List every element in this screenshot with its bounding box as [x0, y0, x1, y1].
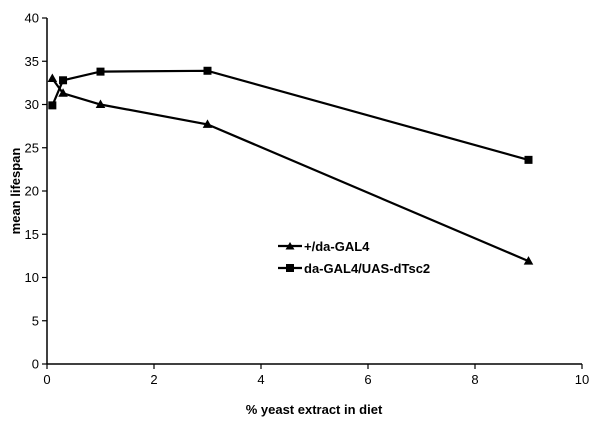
x-tick-label: 8	[471, 372, 478, 387]
x-axis-title: % yeast extract in diet	[246, 402, 383, 417]
square-point	[48, 101, 57, 110]
x-tick-label: 2	[150, 372, 157, 387]
square-point	[524, 155, 533, 164]
x-axis: 0 2 4 6 8 10 % yeast extract in diet	[43, 363, 589, 417]
y-tick-label: 15	[25, 227, 39, 242]
triangle-point	[202, 119, 213, 128]
legend-label-series-2: da-GAL4/UAS-dTsc2	[304, 261, 430, 276]
square-point	[59, 76, 68, 85]
legend-marker-triangle	[285, 242, 295, 250]
y-tick-label: 35	[25, 54, 39, 69]
series-layer	[47, 66, 534, 265]
y-tick-label: 40	[25, 11, 39, 26]
x-tick-label: 0	[43, 372, 50, 387]
y-tick-label: 25	[25, 140, 39, 155]
legend-marker-square	[286, 264, 294, 272]
triangle-point	[523, 256, 534, 265]
square-point	[203, 66, 212, 75]
triangle-point	[47, 73, 58, 83]
x-tick-label: 6	[364, 372, 371, 387]
triangle-point	[95, 99, 106, 108]
y-tick-label: 20	[25, 184, 39, 199]
x-tick-label: 4	[257, 372, 264, 387]
y-axis-title: mean lifespan	[8, 148, 23, 235]
y-tick-label: 30	[25, 97, 39, 112]
series-line-2	[51, 69, 529, 161]
legend: +/da-GAL4 da-GAL4/UAS-dTsc2	[278, 239, 430, 276]
series-line-1	[51, 77, 529, 263]
triangle-point	[58, 88, 68, 97]
y-tick-label: 10	[25, 270, 39, 285]
square-point	[96, 67, 105, 76]
y-tick-label: 0	[32, 357, 39, 372]
x-tick-label: 10	[575, 372, 589, 387]
y-axis: 0 5 10 15 20 25 30 35 40 mean lifespan	[8, 11, 48, 372]
legend-label-series-1: +/da-GAL4	[304, 239, 370, 254]
y-tick-label: 5	[32, 313, 39, 328]
